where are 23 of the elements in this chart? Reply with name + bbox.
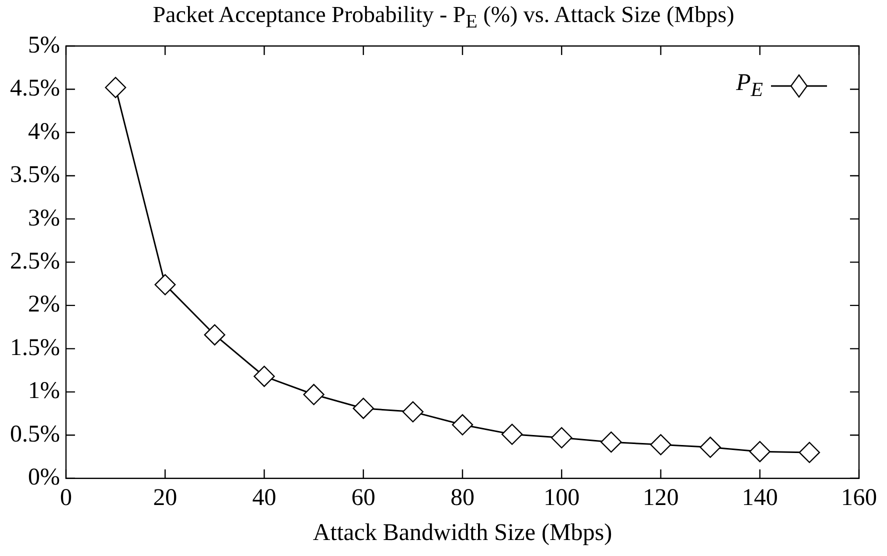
x-tick-label: 100 xyxy=(544,485,580,512)
y-tick-label: 4.5% xyxy=(10,76,60,102)
y-tick-label: 1% xyxy=(28,378,60,404)
y-tick-label: 5% xyxy=(28,32,60,58)
x-tick-label: 120 xyxy=(642,485,679,512)
x-axis-title: Attack Bandwidth Size (Mbps) xyxy=(312,520,612,546)
chart-title: Packet Acceptance Probability - P$_{E}$ (%) vs. Attack Size (Mbps) xyxy=(152,2,736,34)
legend-label: P$_{E}$ xyxy=(736,70,763,102)
y-tick-label: 1.5% xyxy=(10,334,60,361)
x-tick-label: 40 xyxy=(252,485,276,512)
y-tick-label: 0.5% xyxy=(10,421,60,448)
y-tick-label: 3.5% xyxy=(10,162,60,188)
y-tick-label: 2.5% xyxy=(10,248,60,274)
y-tick-label: 3% xyxy=(28,205,60,232)
y-tick-label: 0% xyxy=(28,464,60,491)
x-tick-label: 0 xyxy=(60,485,72,512)
x-tick-label: 60 xyxy=(351,485,376,512)
y-tick-label: 4% xyxy=(28,118,60,145)
x-tick-label: 140 xyxy=(742,485,778,512)
x-tick-label: 80 xyxy=(450,485,474,512)
y-tick-label: 2% xyxy=(28,292,60,318)
x-tick-label: 20 xyxy=(153,485,178,512)
x-tick-label: 160 xyxy=(841,485,877,512)
